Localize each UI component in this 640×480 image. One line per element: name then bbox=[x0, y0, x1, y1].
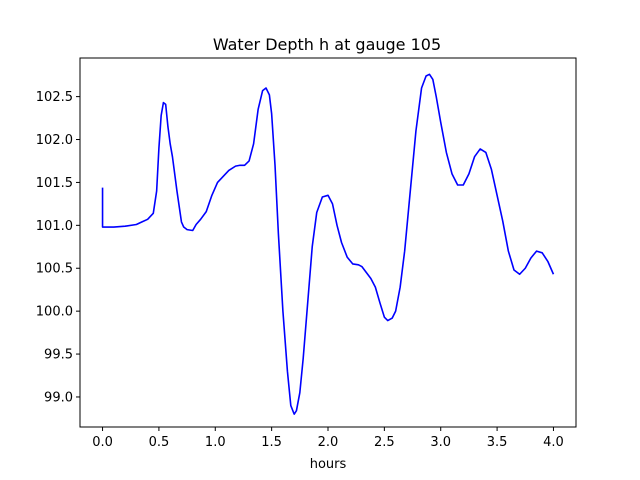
y-tick-label: 100.0 bbox=[36, 305, 73, 320]
x-axis: 0.0 0.5 1.0 1.5 2.0 2.5 3.0 3.5 4.0 bbox=[92, 427, 564, 450]
y-tick-label: 101.0 bbox=[36, 219, 73, 234]
x-tick-label: 3.0 bbox=[430, 435, 451, 450]
y-tick-label: 100.5 bbox=[36, 262, 73, 277]
x-tick-label: 4.0 bbox=[543, 435, 564, 450]
y-axis: 99.0 99.5 100.0 100.5 101.0 101.5 102.0 102.5 bbox=[36, 90, 80, 405]
x-tick-label: 1.5 bbox=[261, 435, 282, 450]
x-axis-label: hours bbox=[310, 457, 347, 472]
x-tick-label: 2.5 bbox=[374, 435, 395, 450]
x-tick-label: 0.0 bbox=[92, 435, 113, 450]
y-tick-label: 99.5 bbox=[44, 348, 73, 363]
chart-title: Water Depth h at gauge 105 bbox=[213, 35, 441, 54]
y-tick-label: 99.0 bbox=[44, 390, 73, 405]
x-tick-label: 0.5 bbox=[149, 435, 170, 450]
x-tick-label: 1.0 bbox=[205, 435, 226, 450]
series-line bbox=[101, 73, 555, 415]
y-tick-label: 102.0 bbox=[36, 133, 73, 148]
x-tick-label: 3.5 bbox=[487, 435, 508, 450]
x-tick-label: 2.0 bbox=[318, 435, 339, 450]
y-tick-label: 102.5 bbox=[36, 90, 73, 105]
y-tick-label: 101.5 bbox=[36, 176, 73, 191]
